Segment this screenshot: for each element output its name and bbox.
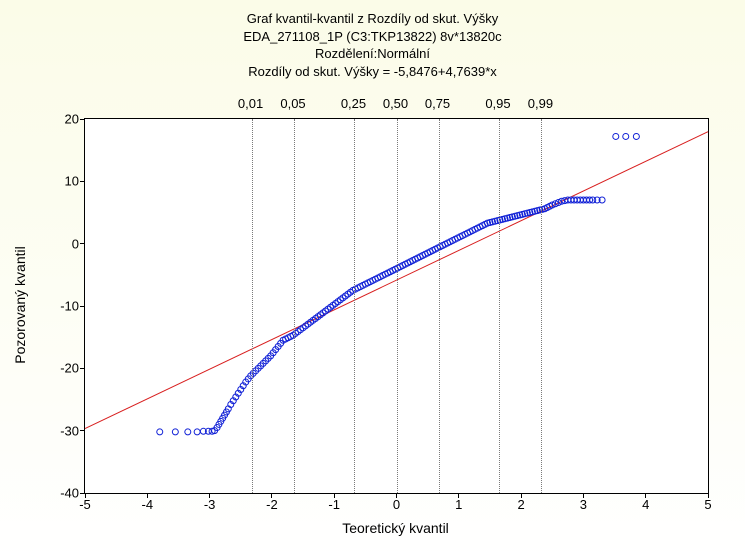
y-tick-mark xyxy=(80,430,85,431)
x-tick-label: 0 xyxy=(393,497,400,512)
probability-gridline xyxy=(439,119,440,493)
y-tick-label: 20 xyxy=(65,112,79,127)
top-probability-label: 0,01 xyxy=(238,96,263,114)
probability-gridline xyxy=(541,119,542,493)
probability-gridline xyxy=(397,119,398,493)
data-point xyxy=(613,133,619,139)
data-point xyxy=(172,429,178,435)
title-line-4: Rozdíly od skut. Výšky = -5,8476+4,7639*… xyxy=(0,63,745,81)
top-probability-label: 0,95 xyxy=(485,96,510,114)
top-probability-label: 0,99 xyxy=(528,96,553,114)
y-tick-label: -30 xyxy=(60,423,79,438)
probability-gridline xyxy=(252,119,253,493)
data-point xyxy=(157,429,163,435)
top-probability-label: 0,75 xyxy=(425,96,450,114)
x-tick-label: -2 xyxy=(266,497,278,512)
y-tick-mark xyxy=(80,306,85,307)
y-tick-mark xyxy=(80,243,85,244)
y-tick-label: -20 xyxy=(60,361,79,376)
x-tick-label: 2 xyxy=(517,497,524,512)
y-tick-mark xyxy=(80,181,85,182)
x-tick-label: -3 xyxy=(204,497,216,512)
x-axis-label: Teoretický kvantil xyxy=(342,520,449,536)
y-tick-label: 0 xyxy=(72,236,79,251)
x-tick-label: 1 xyxy=(455,497,462,512)
y-tick-label: 10 xyxy=(65,174,79,189)
y-tick-mark xyxy=(80,368,85,369)
top-probability-label: 0,25 xyxy=(341,96,366,114)
x-tick-label: 3 xyxy=(580,497,587,512)
probability-gridline xyxy=(294,119,295,493)
data-point xyxy=(633,133,639,139)
x-tick-label: -1 xyxy=(328,497,340,512)
chart-container: Graf kvantil-kvantil z Rozdíly od skut. … xyxy=(0,0,745,559)
x-tick-label: 5 xyxy=(704,497,711,512)
title-block: Graf kvantil-kvantil z Rozdíly od skut. … xyxy=(0,10,745,80)
plot-area: -40-30-20-1001020-5-4-3-2-1012345 xyxy=(84,118,709,494)
x-tick-label: -5 xyxy=(79,497,91,512)
y-tick-mark xyxy=(80,119,85,120)
data-point xyxy=(185,429,191,435)
probability-gridline xyxy=(354,119,355,493)
probability-gridline xyxy=(499,119,500,493)
y-tick-label: -10 xyxy=(60,299,79,314)
y-tick-label: -40 xyxy=(60,486,79,501)
x-tick-label: -4 xyxy=(142,497,154,512)
title-line-2: EDA_271108_1P (C3:TKP13822) 8v*13820c xyxy=(0,28,745,46)
title-line-1: Graf kvantil-kvantil z Rozdíly od skut. … xyxy=(0,10,745,28)
top-probability-label: 0,50 xyxy=(383,96,408,114)
data-point xyxy=(194,429,200,435)
title-line-3: Rozdělení:Normální xyxy=(0,45,745,63)
data-point xyxy=(623,133,629,139)
x-tick-label: 4 xyxy=(642,497,649,512)
y-axis-label: Pozorovaný kvantil xyxy=(12,246,28,364)
top-probability-label: 0,05 xyxy=(280,96,305,114)
